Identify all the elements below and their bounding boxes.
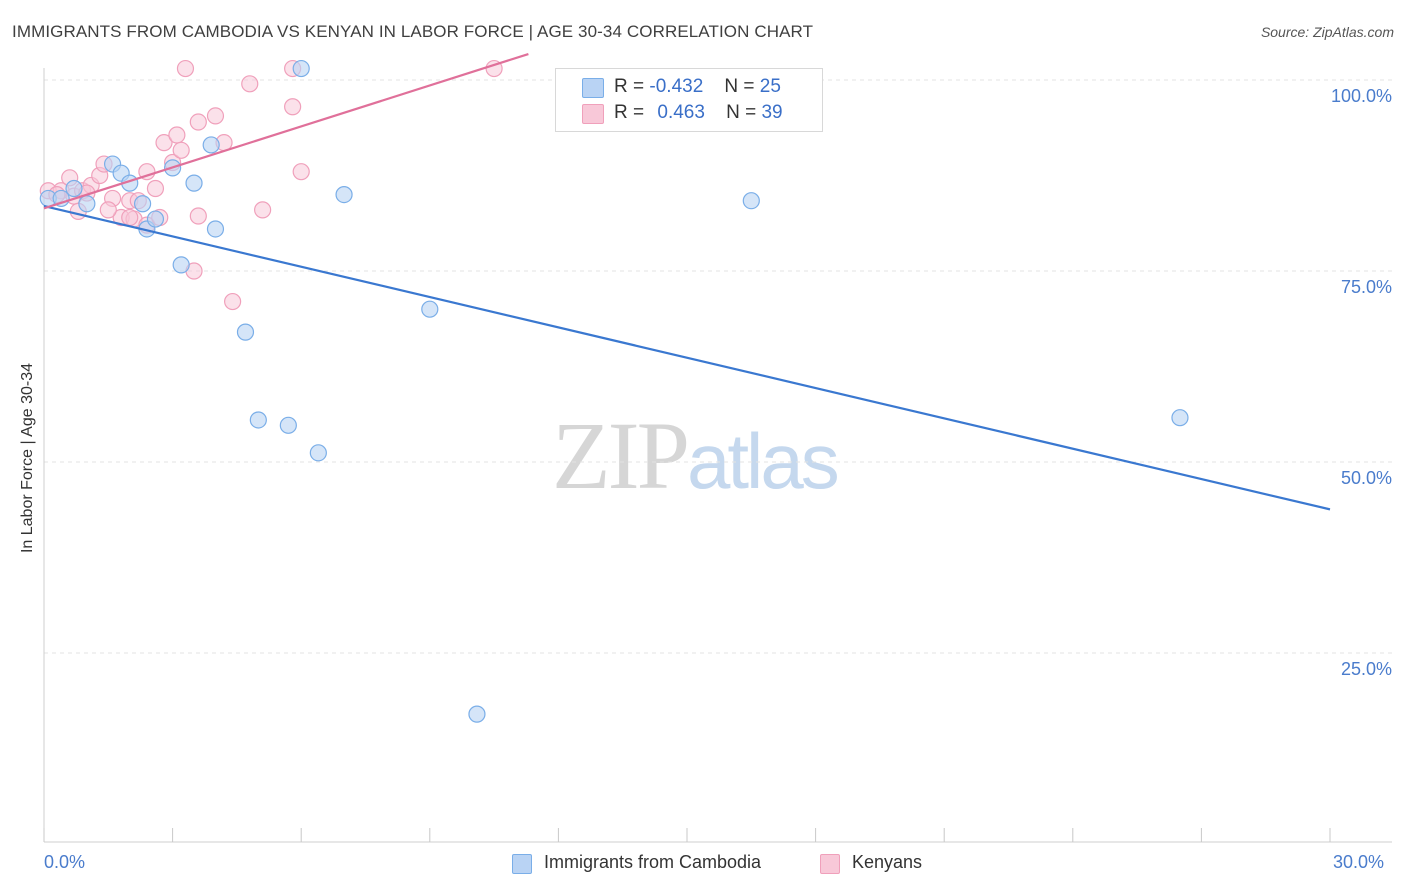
kenyans-point	[168, 126, 186, 144]
cambodia-point	[279, 416, 297, 434]
kenyans-point	[155, 134, 173, 152]
legend-r-label: R =	[614, 76, 645, 97]
kenyans-point	[138, 163, 156, 181]
cambodia-point	[206, 220, 225, 238]
cambodia-point	[292, 59, 310, 78]
bottom-legend-cambodia: Immigrants from Cambodia	[544, 852, 762, 872]
cambodia-point	[133, 195, 152, 213]
legend-r-value: 0.463	[657, 102, 705, 123]
bottom-legend-kenyans: Kenyans	[852, 852, 923, 872]
x-tick-label-min: 0.0%	[44, 852, 86, 872]
cambodia-point	[742, 192, 760, 210]
chart-title: IMMIGRANTS FROM CAMBODIA VS KENYAN IN LA…	[12, 22, 814, 41]
legend-row-kenyans: R = 0.463 N = 39	[614, 102, 783, 124]
kenyans-point	[284, 98, 302, 116]
kenyans-point	[206, 107, 225, 125]
cambodia-point	[65, 179, 83, 198]
kenyans-point	[189, 207, 207, 225]
cambodia-point	[249, 411, 267, 429]
legend-n-value: 25	[759, 76, 781, 97]
cambodia-point	[421, 300, 439, 318]
cambodia-point	[468, 705, 486, 723]
source-label: Source: ZipAtlas.com	[1260, 24, 1394, 40]
watermark-atlas: atlas	[687, 417, 840, 505]
legend-n-label: N =	[724, 76, 755, 97]
legend-n-value: 39	[761, 102, 783, 123]
y-tick-label-100: 100.0%	[1330, 86, 1392, 106]
kenyans-point	[172, 141, 190, 159]
watermark: ZIPatlas	[552, 400, 840, 511]
kenyans-point	[176, 59, 195, 78]
kenyans-point	[292, 163, 310, 181]
kenyans-trend-line	[43, 52, 529, 210]
kenyans-point	[224, 292, 242, 311]
x-tick-label-max: 30.0%	[1333, 852, 1385, 872]
kenyans-point	[254, 201, 272, 219]
cambodia-trend-line	[43, 204, 1331, 511]
legend-swatch-kenyans	[582, 104, 604, 124]
kenyans-point	[189, 113, 207, 131]
cambodia-point	[1171, 409, 1189, 427]
cambodia-point	[78, 195, 96, 213]
cambodia-point	[202, 136, 220, 154]
cambodia-point	[185, 174, 203, 192]
cambodia-point	[172, 256, 190, 274]
watermark-zip: ZIP	[552, 402, 690, 509]
kenyans-point	[241, 75, 259, 93]
kenyans-point	[121, 208, 139, 227]
bottom-legend-swatch-kenyans	[820, 854, 840, 874]
legend-r-label: R =	[614, 102, 645, 123]
stats-legend: R = -0.432 N = 25 R = 0.463 N = 39	[555, 68, 823, 132]
legend-row-cambodia: R = -0.432 N = 25	[614, 76, 781, 98]
y-tick-label-50: 50.0%	[1340, 468, 1392, 488]
legend-r-value: -0.432	[649, 76, 704, 97]
bottom-legend-swatch-cambodia	[512, 854, 532, 874]
cambodia-point	[236, 323, 255, 341]
y-tick-label-25: 25.0%	[1340, 659, 1392, 679]
kenyans-point	[99, 201, 117, 219]
cambodia-point	[309, 444, 327, 462]
kenyans-point	[146, 179, 165, 198]
cambodia-point	[335, 186, 353, 204]
cambodia-point	[146, 210, 165, 228]
y-tick-label-75: 75.0%	[1340, 277, 1392, 297]
legend-n-label: N =	[726, 102, 757, 123]
legend-swatch-cambodia	[582, 78, 604, 98]
